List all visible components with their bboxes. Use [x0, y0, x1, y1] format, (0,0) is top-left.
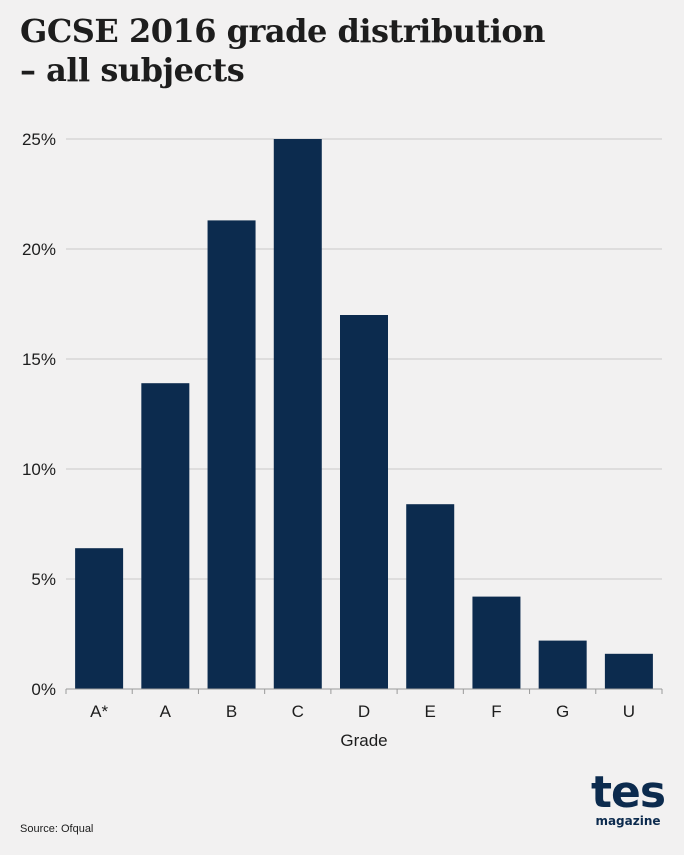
x-tick-label: U	[623, 702, 635, 721]
bar-a-star	[75, 548, 124, 689]
x-tick-label: G	[556, 702, 569, 721]
y-tick-label: 10%	[22, 460, 56, 479]
bar-e	[406, 504, 455, 689]
chart-title-line-2: – all subjects	[20, 51, 245, 89]
bar-g	[538, 640, 587, 689]
x-tick-label: F	[491, 702, 501, 721]
bar-d	[340, 315, 388, 689]
x-tick-label: A	[160, 702, 172, 721]
axes	[65, 688, 663, 694]
chart-title: GCSE 2016 grade distribution – all subje…	[20, 12, 660, 90]
bar-c	[273, 139, 322, 689]
bar-u	[604, 653, 653, 689]
y-tick-label: 5%	[31, 570, 56, 589]
bars	[75, 139, 653, 689]
x-tick-label: C	[292, 702, 304, 721]
y-tick-label: 20%	[22, 240, 56, 259]
source-note: Source: Ofqual	[20, 823, 94, 835]
chart-title-line-1: GCSE 2016 grade distribution	[20, 12, 546, 50]
bar-f	[472, 596, 521, 689]
x-tick-label: A*	[90, 702, 108, 721]
logo-main-text: tes	[590, 767, 666, 818]
x-axis-title: Grade	[340, 731, 387, 750]
bar-a	[141, 383, 190, 689]
x-tick-label: E	[425, 702, 436, 721]
x-tick-label: D	[358, 702, 370, 721]
logo-sub-text: magazine	[595, 814, 661, 828]
bar-b	[207, 220, 256, 689]
y-tick-label: 15%	[22, 350, 56, 369]
y-tick-label: 25%	[22, 130, 56, 149]
tick-labels: 0% 5% 10% 15% 20% 25% A* A B C D E F G U	[22, 130, 635, 721]
bar-chart: 0% 5% 10% 15% 20% 25% A* A B C D E F G U Grade	[22, 130, 663, 750]
x-tick-label: B	[226, 702, 237, 721]
tes-magazine-logo: tes magazine	[590, 770, 666, 840]
y-tick-label: 0%	[31, 680, 56, 699]
